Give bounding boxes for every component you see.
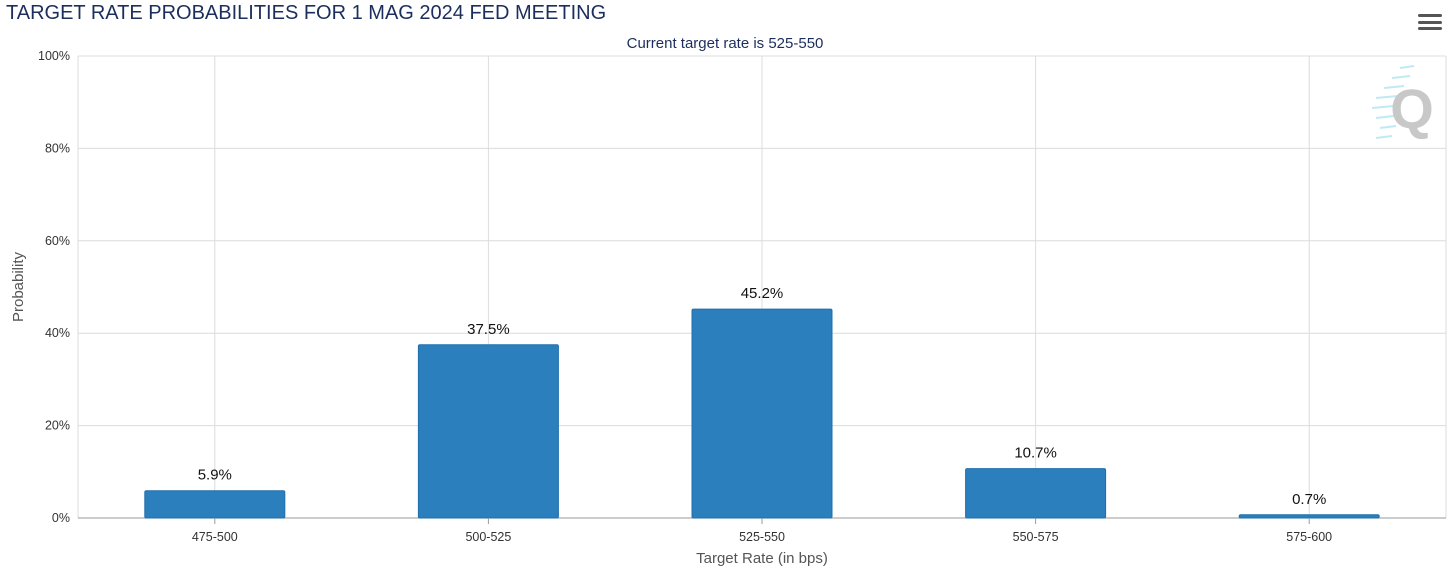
x-tick-label: 550-575: [1013, 530, 1059, 544]
x-tick-label: 500-525: [465, 530, 511, 544]
x-tick-label: 575-600: [1286, 530, 1332, 544]
data-label-550-575: 10.7%: [1014, 445, 1057, 462]
bar-550-575: [965, 468, 1107, 519]
y-tick-label: 40%: [45, 326, 70, 340]
hamburger-menu-icon[interactable]: [1418, 14, 1442, 36]
y-tick-label: 20%: [45, 419, 70, 433]
chart-title: TARGET RATE PROBABILITIES FOR 1 MAG 2024…: [6, 2, 607, 24]
data-labels: 5.9% 37.5% 45.2% 10.7% 0.7%: [198, 285, 1327, 508]
x-axis-ticks: 475-500 500-525 525-550 550-575 575-600: [192, 518, 1332, 544]
logo-q-letter: Q: [1390, 77, 1434, 140]
data-label-575-600: 0.7%: [1292, 491, 1326, 508]
x-tick-label: 475-500: [192, 530, 238, 544]
y-axis-title: Probability: [10, 251, 27, 322]
bar-series: [144, 308, 1380, 519]
bar-500-525: [417, 344, 559, 519]
y-axis-ticks: 0% 20% 40% 60% 80% 100%: [38, 49, 70, 525]
y-tick-label: 100%: [38, 49, 70, 63]
logo-q-icon: Q: [1371, 65, 1434, 140]
data-label-525-550: 45.2%: [741, 285, 784, 302]
y-tick-label: 80%: [45, 141, 70, 155]
x-tick-label: 525-550: [739, 530, 785, 544]
y-tick-label: 0%: [52, 511, 70, 525]
y-tick-label: 60%: [45, 234, 70, 248]
x-axis-title: Target Rate (in bps): [696, 550, 828, 567]
bar-525-550: [691, 308, 833, 519]
data-label-500-525: 37.5%: [467, 321, 510, 338]
bar-575-600: [1238, 514, 1380, 519]
data-label-475-500: 5.9%: [198, 467, 232, 484]
bar-475-500: [144, 490, 286, 519]
chart-subtitle: Current target rate is 525-550: [627, 35, 824, 52]
